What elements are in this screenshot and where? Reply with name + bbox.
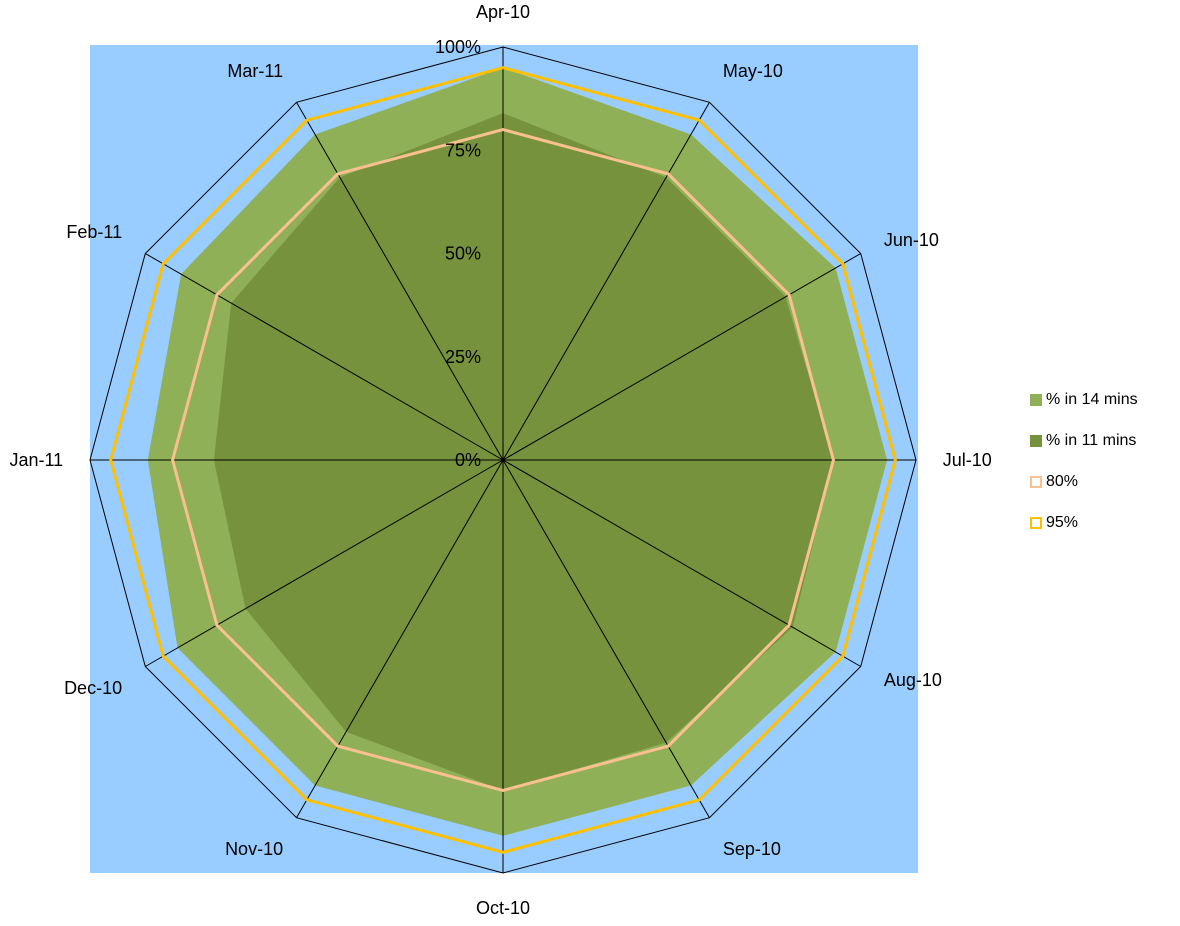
category-label-sep-10: Sep-10: [723, 839, 781, 859]
category-label-oct-10: Oct-10: [476, 898, 530, 918]
category-label-aug-10: Aug-10: [884, 670, 942, 690]
category-label-nov-10: Nov-10: [225, 839, 283, 859]
radial-tick-label: 25%: [445, 347, 481, 367]
category-label-apr-10: Apr-10: [476, 2, 530, 22]
spoke-nov-10: [296, 459, 504, 818]
radial-tick-label: 50%: [445, 244, 481, 264]
category-label-feb-11: Feb-11: [66, 222, 122, 242]
category-label-mar-11: Mar-11: [227, 61, 283, 81]
legend-label-80: 80%: [1046, 473, 1079, 490]
spoke-sep-10: [502, 459, 710, 818]
radar-area--in-11-mins: [213, 113, 834, 791]
radial-tick-label: 75%: [445, 140, 481, 160]
legend-label-95: 95%: [1046, 514, 1079, 531]
category-label-jan-11: Jan-11: [9, 450, 63, 470]
chart-legend: % in 14 mins % in 11 mins 80% 95%: [1030, 390, 1138, 554]
spoke-jun-10: [502, 253, 861, 461]
spoke-mar-11: [296, 102, 504, 461]
legend-item-95: 95%: [1030, 513, 1138, 533]
spoke-may-10: [502, 102, 710, 461]
legend-label-11-mins: % in 11 mins: [1046, 432, 1137, 449]
spoke-feb-11: [145, 253, 504, 461]
legend-swatch-11-mins: [1030, 435, 1042, 447]
legend-item-80: 80%: [1030, 472, 1138, 492]
radar-line-95-: [109, 66, 897, 854]
radar-line-80-: [171, 128, 835, 792]
category-label-jun-10: Jun-10: [884, 230, 939, 250]
legend-swatch-95: [1030, 517, 1042, 529]
legend-label-14-mins: % in 14 mins: [1046, 391, 1138, 408]
legend-swatch-14-mins: [1030, 394, 1042, 406]
legend-item-14-mins: % in 14 mins: [1030, 390, 1138, 410]
spoke-dec-10: [145, 459, 504, 667]
radial-tick-label: 0%: [455, 450, 481, 470]
category-label-dec-10: Dec-10: [64, 678, 122, 698]
legend-item-11-mins: % in 11 mins: [1030, 431, 1138, 451]
legend-swatch-80: [1030, 476, 1042, 488]
radial-tick-label: 100%: [435, 37, 481, 57]
category-label-jul-10: Jul-10: [943, 450, 992, 470]
category-label-may-10: May-10: [723, 61, 783, 81]
spoke-aug-10: [502, 459, 861, 667]
